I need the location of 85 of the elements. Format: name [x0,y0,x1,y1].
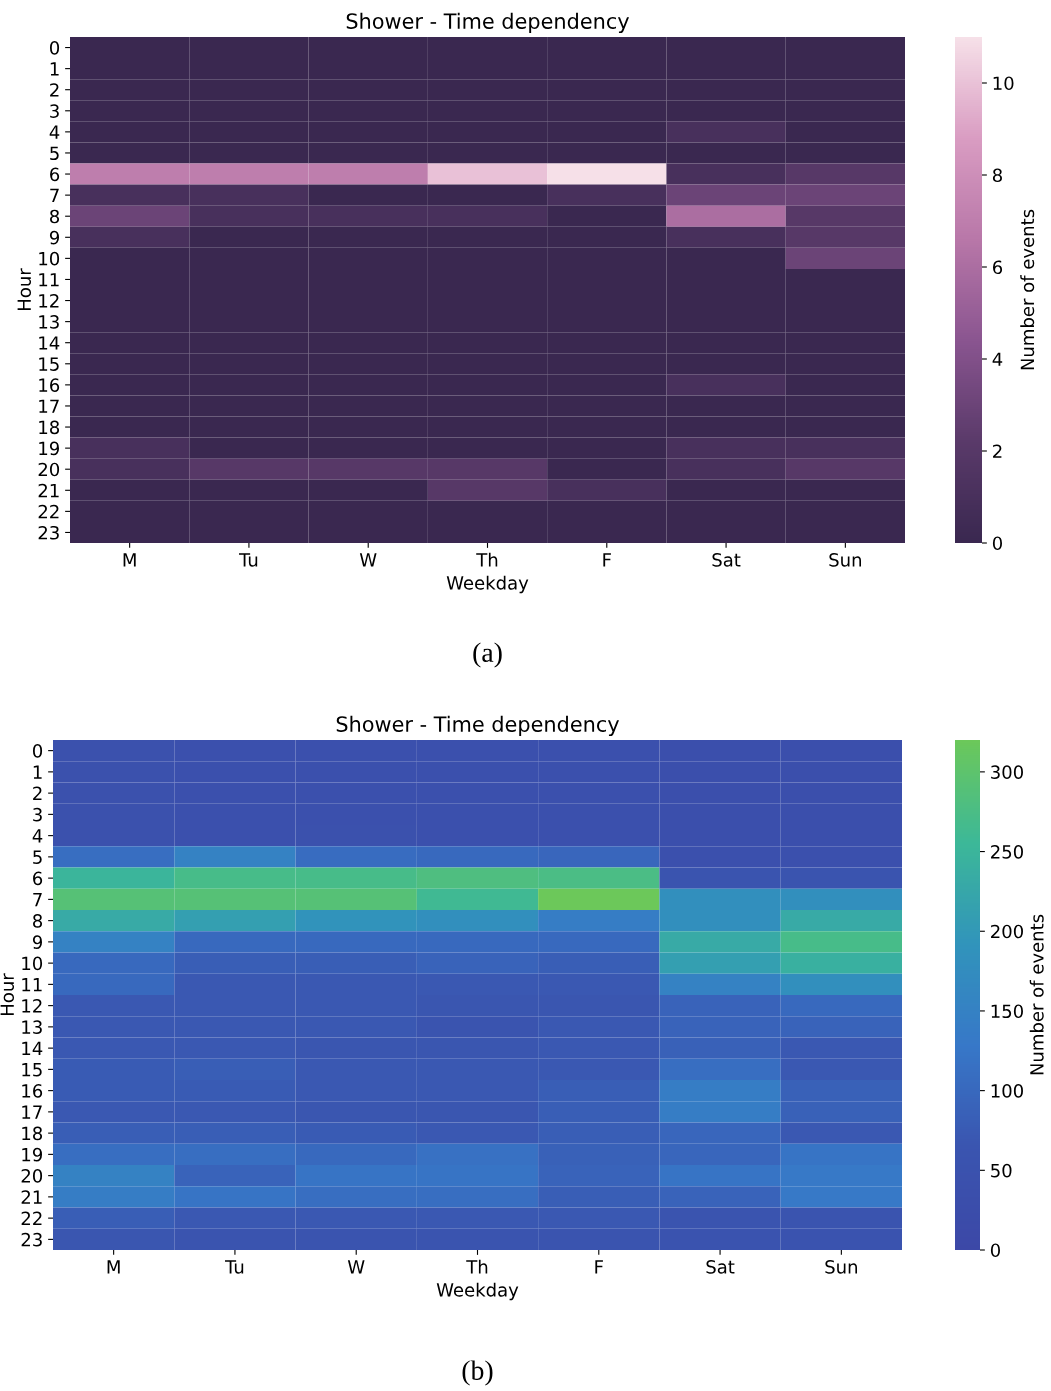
y-tick-label: 21 [21,1190,42,1204]
color-bar-label: 200 [991,924,1023,939]
y-tick-label: 14 [22,1041,43,1055]
y-tick-label: 7 [50,188,59,202]
y-tick-label: 23 [38,525,59,540]
y-tick-label: 6 [50,167,60,182]
y-tick-label: 7 [33,893,42,907]
color-bar-label: 0 [990,1243,1001,1258]
y-tick-label: 3 [33,807,42,822]
y-tick-label: 15 [22,1063,42,1077]
color-bar-label: 50 [991,1163,1012,1178]
y-tick-label: 17 [22,1105,42,1119]
y-tick-label: 11 [22,978,42,992]
y-tick-label: 2 [50,83,59,97]
y-tick-label: 13 [22,1020,42,1034]
x-tick-label: Sat [706,1260,735,1274]
chart-title: Shower - Time dependency [336,715,620,736]
y-tick-label: 18 [22,1126,43,1141]
color-bar-title: Number of events [1029,914,1044,1075]
y-tick-label: 2 [33,786,42,800]
y-tick-label: 18 [39,420,60,435]
x-tick-label: Sat [712,553,741,567]
y-tick-label: 20 [38,462,60,477]
x-tick-label: W [359,553,377,567]
y-tick-label: 21 [38,483,59,498]
x-tick-label: F [595,1260,603,1274]
x-tick-label: Th [466,1259,488,1274]
color-bar-label: 0 [992,536,1003,551]
y-tick-label: 8 [50,209,60,224]
color-bar-label: 100 [991,1084,1023,1098]
y-tick-label: 19 [39,441,60,456]
x-tick-label: Tu [225,1260,244,1274]
text: (a) [473,642,502,668]
color-bar-label: 8 [992,168,1002,183]
y-tick-label: 20 [21,1169,43,1183]
color-bar-title: Number of events [1020,209,1035,370]
y-tick-label: 11 [39,273,59,287]
y-tick-label: 14 [39,336,60,350]
y-tick-label: 23 [21,1232,42,1247]
y-tick-label: 6 [33,871,43,886]
y-tick-label: 4 [32,829,43,843]
x-axis-title: Weekday [436,1282,519,1301]
x-tick-label: Th [476,552,498,567]
y-tick-label: 17 [39,399,59,413]
y-tick-label: 1 [33,765,42,779]
x-tick-label: F [603,553,611,567]
x-tick-label: M [107,1260,120,1274]
color-bar-label: 250 [991,845,1023,859]
x-tick-label: M [123,553,136,567]
y-tick-label: 10 [22,956,43,971]
x-tick-label: Tu [239,553,258,567]
color-bar-label: 10 [993,76,1014,91]
y-tick-label: 15 [39,357,59,371]
y-tick-label: 8 [33,914,43,928]
color-bar-label: 2 [993,444,1002,458]
y-tick-label: 16 [39,378,60,392]
color-bar-label: 4 [992,352,1003,366]
y-axis-title: Hour [0,973,15,1015]
x-tick-label: W [347,1260,365,1274]
y-tick-label: 9 [32,935,43,949]
y-axis-title: Hour [17,268,32,310]
y-tick-label: 13 [39,315,59,329]
y-tick-label: 0 [49,41,60,55]
y-tick-label: 19 [22,1147,43,1162]
color-bar-label: 150 [991,1004,1023,1019]
y-tick-label: 12 [22,999,42,1013]
y-tick-label: 5 [33,850,42,864]
y-tick-label: 0 [32,744,43,758]
y-tick-label: 3 [50,104,59,118]
y-tick-label: 4 [49,125,60,139]
color-bar-label: 6 [992,260,1003,275]
y-tick-label: 5 [50,146,59,161]
chart-title: Shower - Time dependency [346,12,630,33]
color-bar-label: 300 [991,765,1023,779]
y-tick-label: 10 [39,251,60,266]
x-axis-title: Weekday [446,575,529,594]
y-tick-label: 1 [50,62,59,76]
x-tick-label: Sun [825,1260,857,1274]
y-tick-label: 22 [38,504,59,519]
x-tick-label: Sun [829,553,861,567]
y-tick-label: 22 [21,1211,42,1225]
y-tick-label: 9 [49,230,60,245]
y-tick-label: 12 [39,294,59,308]
text: (b) [462,1360,493,1386]
y-tick-label: 16 [22,1084,43,1098]
